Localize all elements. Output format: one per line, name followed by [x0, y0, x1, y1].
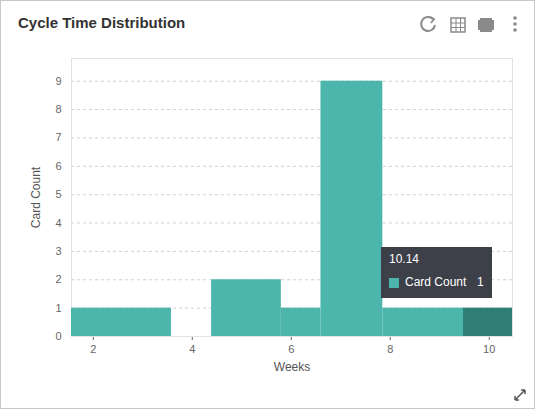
html-text:Cycle Time Distribution: Cycle Time Distribution: [18, 14, 186, 31]
svg-text:3: 3: [55, 245, 61, 257]
svg-text:6: 6: [288, 343, 294, 355]
svg-text:6: 6: [55, 160, 61, 172]
svg-text:7: 7: [55, 131, 61, 143]
svg-text:4: 4: [55, 217, 61, 229]
svg-text:4: 4: [189, 343, 195, 355]
svg-text:0: 0: [55, 330, 61, 342]
svg-text:8: 8: [55, 103, 61, 115]
svg-text:10: 10: [483, 343, 495, 355]
svg-text:Weeks: Weeks: [274, 360, 310, 374]
html-text:Card Count: Card Count: [405, 275, 467, 289]
svg-text:8: 8: [387, 343, 393, 355]
html-text:10.14: 10.14: [389, 252, 419, 266]
svg-text:2: 2: [55, 273, 61, 285]
svg-text:2: 2: [90, 343, 96, 355]
svg-text:5: 5: [55, 188, 61, 200]
html-text:1: 1: [477, 275, 484, 289]
svg-text:1: 1: [55, 302, 61, 314]
svg-text:9: 9: [55, 75, 61, 87]
svg-text:Card Count: Card Count: [29, 166, 43, 228]
